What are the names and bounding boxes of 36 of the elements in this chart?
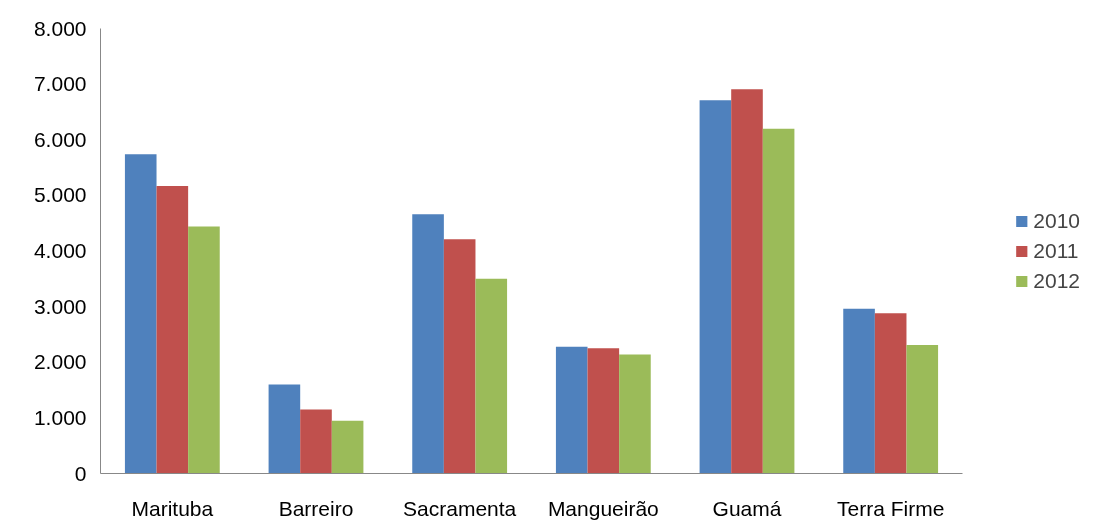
bar bbox=[124, 154, 157, 474]
bar bbox=[475, 278, 508, 474]
x-tick-label: Marituba bbox=[131, 496, 214, 520]
y-tick-label: 6.000 bbox=[33, 127, 87, 151]
bar bbox=[555, 346, 588, 474]
y-tick-label: 0 bbox=[74, 461, 87, 485]
bar bbox=[874, 313, 907, 474]
y-tick-label: 5.000 bbox=[33, 183, 87, 207]
y-tick-label: 4.000 bbox=[33, 239, 87, 262]
bar bbox=[443, 239, 476, 474]
bar bbox=[906, 345, 939, 474]
bar bbox=[331, 420, 364, 474]
bar bbox=[587, 348, 620, 474]
bar bbox=[156, 185, 189, 474]
bar bbox=[619, 354, 651, 474]
y-tick-label: 8.000 bbox=[33, 16, 87, 40]
y-tick-label: 3.000 bbox=[33, 294, 87, 318]
x-tick-label: Sacramenta bbox=[403, 496, 517, 520]
x-tick-label: Barreiro bbox=[278, 496, 354, 520]
x-tick-label: Terra Firme bbox=[837, 496, 945, 520]
bar bbox=[699, 100, 732, 474]
x-tick-label: Guamá bbox=[712, 496, 782, 520]
legend-label: 2011 bbox=[1033, 238, 1079, 263]
legend-label: 2010 bbox=[1033, 208, 1080, 233]
y-tick-label: 2.000 bbox=[33, 350, 87, 374]
y-tick-label: 1.000 bbox=[33, 405, 87, 429]
bar bbox=[268, 384, 301, 474]
x-tick-label: Mangueirão bbox=[547, 496, 659, 520]
bar bbox=[300, 409, 332, 474]
bar bbox=[731, 89, 763, 474]
legend-label: 2012 bbox=[1033, 268, 1080, 293]
bar bbox=[188, 226, 220, 474]
bar bbox=[762, 128, 795, 474]
bar bbox=[843, 308, 875, 474]
bar bbox=[412, 214, 444, 474]
y-tick-label: 7.000 bbox=[33, 72, 87, 96]
